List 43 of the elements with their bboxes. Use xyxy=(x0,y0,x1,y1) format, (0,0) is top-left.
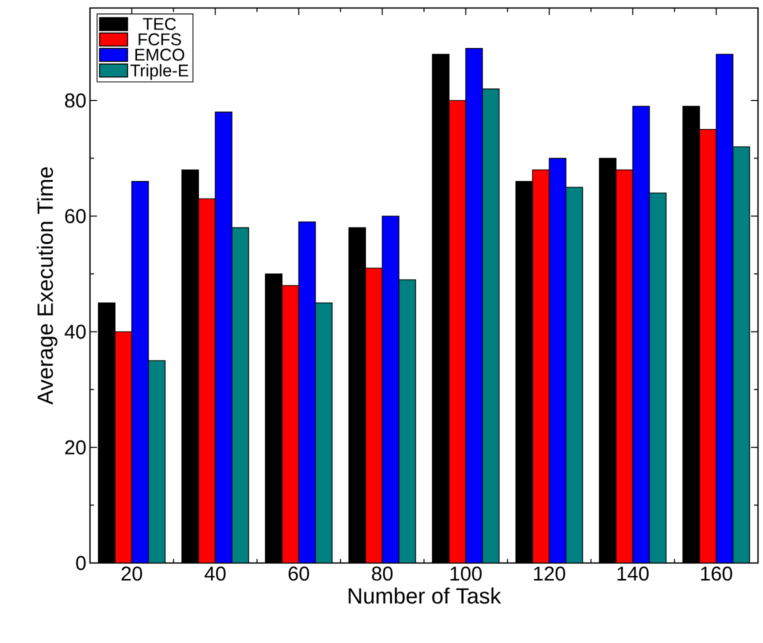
bar xyxy=(232,228,249,563)
y-axis-title: Average Execution Time xyxy=(36,167,58,405)
legend-label: TEC xyxy=(142,18,176,30)
y-tick-label: 80 xyxy=(65,93,86,108)
bar xyxy=(466,48,482,563)
bar xyxy=(115,332,132,563)
bar xyxy=(532,170,550,563)
bar xyxy=(298,222,316,563)
bar xyxy=(132,181,148,563)
bar xyxy=(716,54,734,563)
x-tick-label: 60 xyxy=(288,566,310,581)
bar xyxy=(732,146,750,563)
bar xyxy=(198,198,216,563)
x-axis-title: Number of Task xyxy=(348,588,502,604)
bar xyxy=(398,280,416,563)
bar xyxy=(549,158,566,563)
bar xyxy=(616,170,633,563)
bar xyxy=(215,112,232,563)
x-tick-label: 80 xyxy=(372,566,393,581)
bar xyxy=(315,302,332,563)
bar xyxy=(566,187,583,563)
x-tick-label: 40 xyxy=(204,566,226,581)
y-tick-label: 0 xyxy=(76,556,86,570)
y-tick-label: 20 xyxy=(65,440,86,454)
x-tick-label: 120 xyxy=(534,566,566,581)
y-tick-label: 60 xyxy=(65,209,86,224)
x-tick-label: 100 xyxy=(450,566,482,581)
bar xyxy=(632,106,650,563)
legend-label: FCFS xyxy=(138,33,181,46)
bar xyxy=(148,360,166,563)
bar xyxy=(282,285,299,563)
legend-label: EMCO xyxy=(135,48,184,61)
y-tick-label: 40 xyxy=(64,324,86,339)
x-tick-label: 160 xyxy=(701,566,732,581)
bar xyxy=(366,268,382,563)
bar xyxy=(699,129,717,563)
bar xyxy=(482,88,500,563)
x-tick-label: 20 xyxy=(122,566,142,581)
x-tick-label: 140 xyxy=(618,566,649,581)
bar xyxy=(449,100,466,563)
bar xyxy=(649,193,666,563)
legend-label: Triple-E xyxy=(130,64,188,80)
bar xyxy=(382,216,399,563)
